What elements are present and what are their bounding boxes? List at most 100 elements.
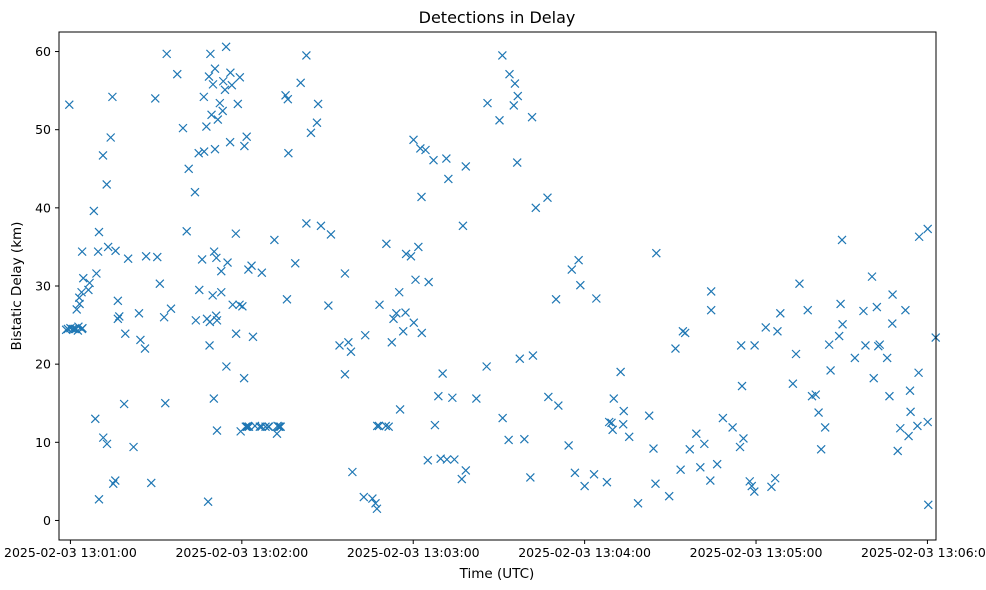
data-point	[172, 69, 182, 79]
x-tick-label: 2025-02-03 13:04:00	[518, 545, 651, 560]
data-point	[417, 192, 426, 202]
data-point	[257, 268, 267, 278]
data-point	[272, 429, 282, 439]
data-point	[274, 422, 284, 432]
x-axis: 2025-02-03 13:01:00 2025-02-03 13:02:00 20…	[4, 540, 986, 560]
data-point	[312, 118, 322, 128]
data-point	[120, 329, 130, 339]
data-point	[190, 187, 200, 197]
data-point	[94, 494, 104, 504]
data-point	[604, 417, 614, 427]
data-point	[215, 98, 225, 108]
data-point	[275, 422, 284, 432]
data-point	[184, 164, 194, 174]
data-point	[283, 148, 293, 158]
data-point	[458, 221, 468, 231]
data-point	[685, 444, 695, 454]
data-point	[438, 369, 448, 378]
data-point	[906, 407, 915, 417]
data-point	[836, 299, 846, 309]
data-point	[201, 122, 211, 131]
data-point	[471, 394, 481, 403]
data-point	[210, 64, 220, 74]
data-point	[398, 326, 408, 336]
data-point	[205, 49, 215, 59]
data-point	[914, 368, 923, 378]
data-point	[767, 482, 776, 492]
data-point	[150, 94, 160, 103]
data-point	[580, 481, 590, 491]
data-point	[531, 203, 541, 213]
data-point	[235, 72, 245, 82]
data-point	[199, 147, 209, 156]
data-point	[409, 318, 419, 328]
data-point	[691, 429, 701, 439]
data-point	[94, 227, 104, 237]
data-point	[739, 433, 748, 443]
data-point	[820, 423, 830, 432]
data-point	[93, 247, 103, 257]
data-point	[525, 473, 535, 482]
data-point	[449, 455, 459, 464]
data-point	[210, 144, 220, 154]
data-point	[706, 305, 716, 315]
y-tick-label: 10	[35, 435, 51, 450]
data-point	[98, 433, 108, 443]
data-point	[211, 311, 221, 321]
data-point	[306, 128, 316, 138]
data-point	[212, 426, 222, 436]
data-point	[340, 269, 350, 278]
data-point	[497, 51, 507, 60]
data-point	[197, 255, 207, 264]
data-point	[406, 251, 416, 261]
data-point	[98, 151, 108, 160]
data-point	[441, 154, 451, 164]
data-point	[795, 279, 804, 289]
data-point	[103, 242, 113, 252]
data-point	[429, 155, 438, 165]
data-point	[509, 101, 519, 110]
data-point	[243, 422, 252, 432]
data-point	[155, 279, 165, 289]
data-point	[221, 42, 231, 52]
data-point	[347, 467, 357, 477]
data-point	[203, 497, 213, 507]
data-point	[527, 112, 537, 122]
data-point	[129, 442, 138, 452]
data-point	[633, 498, 643, 508]
y-tick-label: 40	[35, 200, 51, 215]
data-point	[335, 340, 344, 350]
data-point	[699, 439, 709, 449]
data-point	[283, 94, 293, 104]
data-point	[705, 476, 715, 486]
data-point	[235, 300, 244, 310]
data-point	[323, 301, 333, 310]
data-point	[747, 481, 757, 491]
data-point	[513, 91, 523, 101]
data-point	[152, 252, 162, 262]
data-point	[231, 229, 241, 239]
data-point	[281, 90, 290, 100]
x-tick-label: 2025-02-03 13:03:00	[347, 545, 480, 560]
y-axis-title: Bistatic Delay (km)	[9, 222, 25, 351]
data-point	[803, 305, 813, 315]
data-point	[651, 248, 661, 258]
data-point	[773, 326, 782, 336]
data-point	[340, 369, 350, 379]
data-point	[166, 304, 176, 314]
data-point	[218, 76, 228, 86]
data-point	[182, 226, 192, 236]
data-point	[326, 229, 336, 239]
data-point	[591, 294, 601, 303]
data-point	[301, 51, 311, 60]
data-point	[495, 115, 504, 125]
data-point	[885, 391, 894, 401]
data-point	[824, 340, 834, 350]
y-tick-label: 60	[35, 44, 51, 59]
data-point	[134, 308, 144, 318]
data-point	[123, 254, 133, 264]
data-point	[140, 344, 150, 353]
data-point	[316, 221, 326, 231]
data-points	[61, 42, 941, 514]
data-point	[602, 477, 612, 487]
